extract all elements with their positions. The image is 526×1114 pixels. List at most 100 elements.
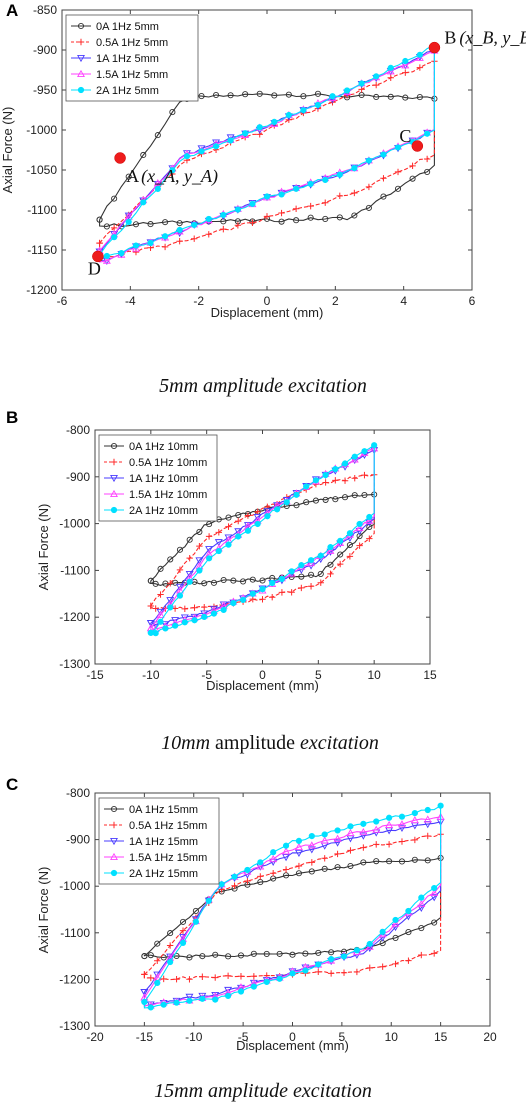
data-point	[353, 968, 361, 976]
data-point	[161, 621, 170, 629]
data-point	[424, 832, 431, 840]
data-point	[351, 474, 358, 482]
y-tick-label: -900	[66, 470, 90, 484]
data-point	[141, 998, 148, 1006]
data-point	[199, 953, 206, 960]
data-point	[160, 954, 167, 961]
data-point	[226, 134, 235, 142]
data-point	[394, 185, 402, 192]
y-tick-label: -1050	[26, 163, 57, 177]
data-point	[289, 951, 296, 958]
legend: 0A 1Hz 15mm 0.5A 1Hz 15mm 1A 1Hz 15mm 1.5A …	[98, 797, 220, 885]
panel-a: A 5mm amplitude excitation -6 -4 -2 0 2 4 6 -85…	[0, 1, 526, 397]
data-point	[166, 597, 175, 605]
data-point	[250, 950, 257, 957]
data-point	[160, 975, 167, 983]
point-coordinate: (x_A, y_A)	[141, 166, 218, 187]
data-point	[366, 513, 373, 521]
data-point	[224, 992, 232, 999]
data-point	[237, 988, 245, 995]
data-point	[321, 831, 328, 838]
data-point	[264, 513, 271, 520]
x-tick-label: 6	[469, 294, 476, 308]
data-point	[398, 813, 406, 820]
x-tick-label: -10	[185, 1030, 203, 1044]
data-point	[278, 589, 286, 596]
data-point	[416, 64, 424, 71]
data-point	[282, 842, 290, 849]
data-point	[244, 877, 251, 885]
data-point	[336, 171, 343, 178]
data-point	[278, 209, 285, 217]
data-point	[244, 866, 251, 874]
x-tick-label: -6	[57, 294, 68, 308]
data-point	[125, 218, 132, 226]
legend-swatch-marker	[110, 805, 118, 813]
data-point	[430, 894, 439, 902]
point-marker	[114, 152, 126, 164]
legend-swatch-marker	[77, 22, 85, 30]
legend: 0A 1Hz 10mm 0.5A 1Hz 10mm 1A 1Hz 10mm 1.5A …	[98, 434, 218, 522]
data-point	[161, 233, 169, 240]
data-point	[327, 561, 334, 568]
data-point	[191, 221, 198, 229]
data-point	[147, 602, 155, 610]
data-point	[288, 589, 295, 596]
data-point	[417, 899, 426, 907]
data-point	[244, 527, 252, 534]
y-tick-label: -850	[33, 3, 57, 17]
panel-b: B 10mm amplitude excitation -15 -10 -5 0 5 10…	[6, 408, 437, 754]
data-point	[244, 512, 252, 519]
data-point	[282, 854, 291, 862]
data-point	[199, 995, 206, 1002]
data-point	[394, 168, 402, 176]
data-point	[295, 862, 303, 870]
data-point	[257, 873, 264, 880]
data-point	[387, 64, 394, 72]
data-point	[205, 215, 212, 223]
data-point	[285, 111, 292, 119]
legend-swatch-marker	[110, 442, 118, 450]
data-point	[179, 939, 187, 946]
data-point	[156, 610, 165, 618]
series-4	[147, 442, 378, 637]
data-point	[317, 579, 324, 586]
data-point	[307, 557, 315, 564]
y-tick-label: -1200	[59, 610, 90, 624]
data-point	[225, 953, 232, 960]
data-point	[176, 546, 184, 553]
data-point	[398, 824, 406, 833]
data-point	[326, 546, 335, 554]
data-point	[307, 180, 314, 187]
data-point	[302, 967, 309, 974]
data-point	[343, 87, 351, 94]
data-point	[398, 820, 406, 828]
data-point	[179, 927, 187, 934]
data-point	[147, 577, 154, 584]
data-point	[293, 185, 300, 192]
data-point	[96, 216, 103, 223]
legend-label: 1.5A 1Hz 5mm	[96, 69, 168, 81]
data-point	[328, 949, 335, 956]
data-point	[379, 928, 386, 935]
data-point	[180, 614, 189, 622]
data-point	[366, 523, 373, 530]
data-point	[424, 806, 431, 814]
data-point	[154, 957, 161, 965]
data-point	[212, 143, 220, 150]
data-point	[332, 496, 339, 503]
data-point	[410, 816, 419, 824]
data-point	[346, 541, 353, 549]
series-line	[150, 493, 375, 586]
data-point	[312, 477, 320, 484]
caption-b-emph: 10mm	[161, 732, 210, 754]
x-tick-label: 0	[264, 294, 271, 308]
data-point	[254, 520, 261, 528]
point-b: B(x_B, y_B)	[428, 28, 526, 54]
data-point	[220, 225, 227, 233]
data-point	[154, 979, 161, 987]
data-point	[320, 836, 329, 844]
data-point	[337, 537, 344, 544]
data-point	[153, 179, 162, 187]
data-point	[169, 109, 176, 116]
